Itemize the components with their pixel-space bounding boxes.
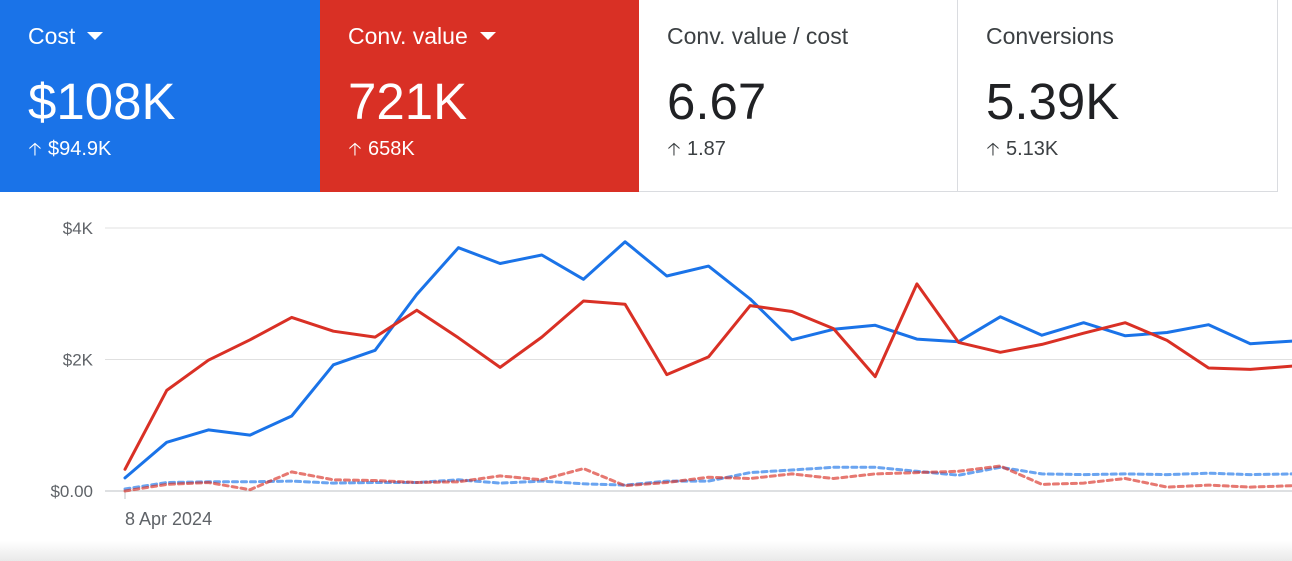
- metric-label-text: Cost: [28, 23, 76, 49]
- chart-svg: $0.00 $2K $4K 8 Apr 2024: [50, 219, 1292, 529]
- y-tick-label: $0.00: [50, 482, 93, 501]
- metric-cards: Cost $108K 🡡 $94.9K Conv. value 721K 🡡 6…: [0, 0, 1292, 193]
- y-tick-label: $2K: [63, 351, 94, 370]
- metric-delta: 🡡 1.87: [667, 136, 929, 162]
- metric-card-cost[interactable]: Cost $108K 🡡 $94.9K: [0, 0, 320, 192]
- bottom-edge: [0, 541, 1292, 561]
- metric-value: 6.67: [667, 73, 767, 130]
- metric-value: 721K: [348, 73, 468, 130]
- x-tick-label: 8 Apr 2024: [125, 509, 212, 529]
- metric-label: Conv. value / cost: [667, 22, 929, 50]
- metric-label-text: Conversions: [986, 23, 1114, 49]
- arrow-up-icon: 🡡: [28, 139, 42, 159]
- arrow-up-icon: 🡡: [348, 139, 362, 159]
- metric-delta-text: 658K: [368, 138, 415, 160]
- metric-delta: 🡡 5.13K: [986, 136, 1249, 162]
- metric-value: $108K: [28, 73, 176, 130]
- metric-delta: 🡡 $94.9K: [28, 136, 292, 162]
- metric-delta-text: $94.9K: [48, 138, 112, 160]
- performance-chart[interactable]: $0.00 $2K $4K 8 Apr 2024: [0, 193, 1292, 561]
- metric-card-conv-value-cost[interactable]: Conv. value / cost 6.67 🡡 1.87: [639, 0, 958, 192]
- metric-label: Conv. value: [348, 22, 611, 50]
- metric-delta-text: 5.13K: [1006, 138, 1059, 160]
- metric-value: 5.39K: [986, 73, 1120, 130]
- metric-card-conv-value[interactable]: Conv. value 721K 🡡 658K: [320, 0, 639, 192]
- series-line-1[interactable]: [123, 282, 1292, 471]
- metric-label-text: Conv. value / cost: [667, 23, 849, 49]
- metric-delta-text: 1.87: [687, 138, 726, 160]
- metric-card-conversions[interactable]: Conversions 5.39K 🡡 5.13K: [958, 0, 1278, 192]
- series-line-3[interactable]: [123, 464, 1292, 493]
- series-line-0[interactable]: [123, 240, 1292, 480]
- y-tick-label: $4K: [63, 219, 94, 238]
- caret-down-icon[interactable]: [479, 32, 496, 40]
- metric-label-text: Conv. value: [348, 23, 468, 49]
- arrow-up-icon: 🡡: [986, 139, 1000, 159]
- arrow-up-icon: 🡡: [667, 139, 681, 159]
- series-line-2[interactable]: [123, 465, 1292, 491]
- metric-label: Cost: [28, 22, 292, 50]
- caret-down-icon[interactable]: [87, 32, 104, 40]
- metric-delta: 🡡 658K: [348, 136, 611, 162]
- metric-label: Conversions: [986, 22, 1249, 50]
